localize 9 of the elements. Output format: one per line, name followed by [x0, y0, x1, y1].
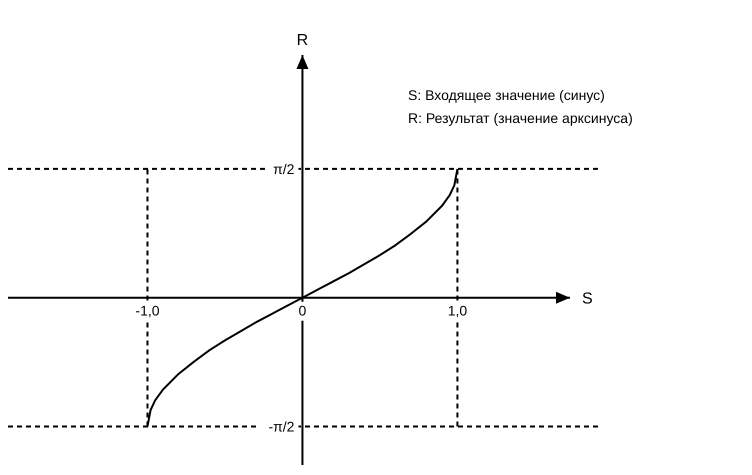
x-tick-label: -1,0: [135, 302, 160, 319]
y-axis-title: R: [296, 32, 308, 49]
annotation: S: Входящее значение (синус): [408, 87, 605, 103]
y-tick-label: -π/2: [268, 418, 295, 435]
x-tick-label: 0: [298, 302, 307, 319]
x-axis-title: S: [582, 290, 593, 308]
x-tick-label: 1,0: [448, 302, 468, 319]
annotation: R: Результат (значение арксинуса): [408, 110, 633, 126]
y-tick-label: π/2: [273, 160, 295, 177]
